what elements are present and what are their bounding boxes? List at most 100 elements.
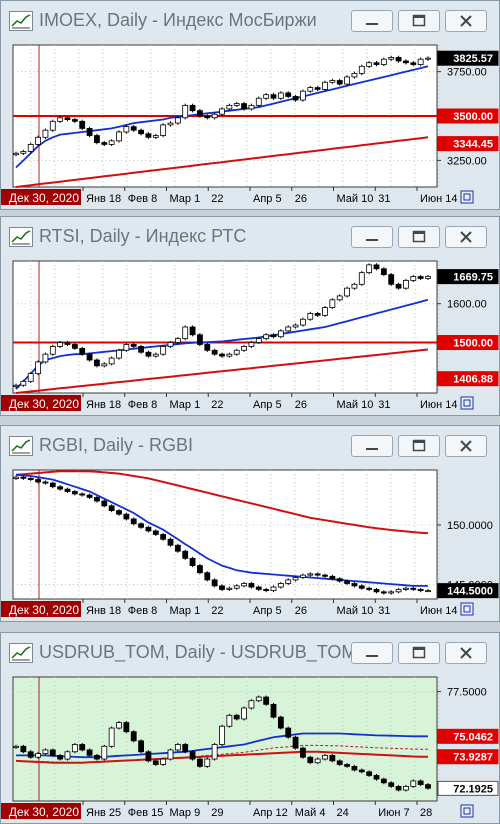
candle bbox=[366, 61, 373, 69]
maximize-button[interactable] bbox=[398, 10, 440, 32]
candle-body bbox=[79, 120, 86, 129]
candle-body bbox=[233, 714, 240, 720]
candle bbox=[314, 85, 321, 92]
candle-body bbox=[71, 344, 78, 349]
scroll-to-end-icon[interactable] bbox=[460, 602, 474, 616]
candle-body bbox=[211, 113, 218, 119]
x-axis-label: 26 bbox=[295, 605, 307, 617]
candle-body bbox=[27, 751, 34, 758]
candle bbox=[336, 577, 343, 583]
candle-body bbox=[226, 714, 233, 727]
title-bar[interactable]: USDRUB_TOM, Daily - USDRUB_TOM bbox=[1, 633, 499, 673]
candle bbox=[42, 128, 49, 140]
chart-window-usdrub[interactable]: USDRUB_TOM, Daily - USDRUB_TOM 77.5000 75… bbox=[0, 632, 500, 824]
candle bbox=[380, 777, 387, 785]
candle-body bbox=[197, 758, 203, 767]
minimize-button[interactable] bbox=[351, 435, 393, 457]
candle bbox=[101, 744, 108, 761]
title-bar[interactable]: IMOEX, Daily - Индекс МосБиржи bbox=[1, 1, 499, 41]
candle-body bbox=[182, 744, 189, 753]
candle-body bbox=[35, 361, 41, 374]
price-tag-label: 144.5000 bbox=[447, 586, 493, 598]
candle-body bbox=[49, 120, 56, 131]
candle bbox=[351, 581, 358, 588]
minimize-button[interactable] bbox=[351, 226, 393, 248]
price-tag bbox=[437, 136, 499, 152]
price-tag bbox=[437, 371, 499, 387]
x-axis-label: Май 4 bbox=[295, 807, 326, 819]
candle bbox=[160, 757, 167, 767]
candle-body bbox=[219, 108, 225, 115]
candle-body bbox=[160, 124, 167, 136]
chart-window-rgbi[interactable]: RGBI, Daily - RGBI 150.0000145.0000144.5… bbox=[0, 425, 500, 622]
candle bbox=[358, 768, 365, 774]
candle-body bbox=[263, 94, 270, 99]
date-tag-label: Дек 30, 2020 bbox=[9, 397, 79, 411]
candle bbox=[358, 584, 365, 590]
candle bbox=[358, 271, 365, 286]
plot-area[interactable] bbox=[12, 260, 438, 394]
maximize-button[interactable] bbox=[398, 642, 440, 664]
close-button[interactable] bbox=[445, 226, 487, 248]
chart-window-imoex[interactable]: IMOEX, Daily - Индекс МосБиржи 3750.00 32… bbox=[0, 0, 500, 210]
candle bbox=[425, 274, 431, 281]
candle-body bbox=[182, 326, 189, 340]
price-chart[interactable]: 77.5000 75.0462 73.9287 72.1925 Янв 25 Фев 15… bbox=[1, 673, 499, 823]
price-tag bbox=[437, 108, 499, 124]
candle-body bbox=[49, 749, 56, 756]
candle-body bbox=[116, 510, 122, 515]
candle-body bbox=[292, 324, 299, 328]
candle bbox=[351, 71, 358, 79]
candle-body bbox=[344, 764, 350, 767]
close-button[interactable] bbox=[445, 10, 487, 32]
candle bbox=[138, 128, 144, 136]
window-title: IMOEX, Daily - Индекс МосБиржи bbox=[39, 10, 317, 30]
candle bbox=[322, 80, 328, 92]
price-chart[interactable]: 1600.00 1669.75 1500.00 1406.88 Янв 18 Фев 8 М… bbox=[1, 257, 499, 415]
candle bbox=[270, 585, 277, 593]
candle-body bbox=[86, 353, 93, 361]
candle-body bbox=[13, 476, 19, 479]
scroll-to-end-icon[interactable] bbox=[460, 190, 474, 204]
candle-body bbox=[116, 349, 122, 359]
candle-body bbox=[255, 696, 262, 702]
x-axis-label: Апр 12 bbox=[253, 807, 288, 819]
candle bbox=[197, 108, 203, 118]
candle-body bbox=[373, 264, 380, 270]
candle bbox=[277, 91, 284, 100]
candle bbox=[20, 149, 27, 155]
title-bar[interactable]: RTSI, Daily - Индекс РТС bbox=[1, 217, 499, 257]
candle bbox=[322, 753, 328, 761]
maximize-button[interactable] bbox=[398, 226, 440, 248]
minimize-button[interactable] bbox=[351, 10, 393, 32]
candle-body bbox=[130, 518, 137, 525]
candle-body bbox=[197, 565, 203, 574]
scroll-to-end-icon[interactable] bbox=[460, 396, 474, 410]
candle bbox=[204, 114, 211, 120]
close-button[interactable] bbox=[445, 435, 487, 457]
candle bbox=[211, 112, 218, 120]
title-bar[interactable]: RGBI, Daily - RGBI bbox=[1, 426, 499, 466]
price-chart[interactable]: 3750.00 3250.00 3825.57 3500.00 3344.45 Янв 1… bbox=[1, 41, 499, 209]
maximize-button[interactable] bbox=[398, 435, 440, 457]
scroll-icon-frame bbox=[460, 190, 474, 204]
candle-body bbox=[329, 755, 336, 762]
chart-window-rtsi[interactable]: RTSI, Daily - Индекс РТС 1600.00 1669.75 1… bbox=[0, 216, 500, 416]
minimize-button[interactable] bbox=[351, 642, 393, 664]
scroll-to-end-icon[interactable] bbox=[460, 804, 474, 818]
close-button[interactable] bbox=[445, 642, 487, 664]
candle-body bbox=[300, 747, 306, 758]
candle-body bbox=[27, 477, 34, 480]
candle-body bbox=[101, 142, 108, 145]
candle bbox=[425, 56, 431, 61]
candle bbox=[270, 92, 277, 100]
plot-area[interactable] bbox=[12, 676, 438, 802]
candle-body bbox=[94, 497, 100, 502]
candle-body bbox=[388, 274, 395, 285]
candle-body bbox=[174, 744, 181, 751]
x-axis-label: Июн 14 bbox=[420, 399, 458, 411]
plot-area[interactable] bbox=[12, 469, 438, 600]
candle bbox=[366, 263, 373, 275]
candle bbox=[410, 61, 417, 67]
